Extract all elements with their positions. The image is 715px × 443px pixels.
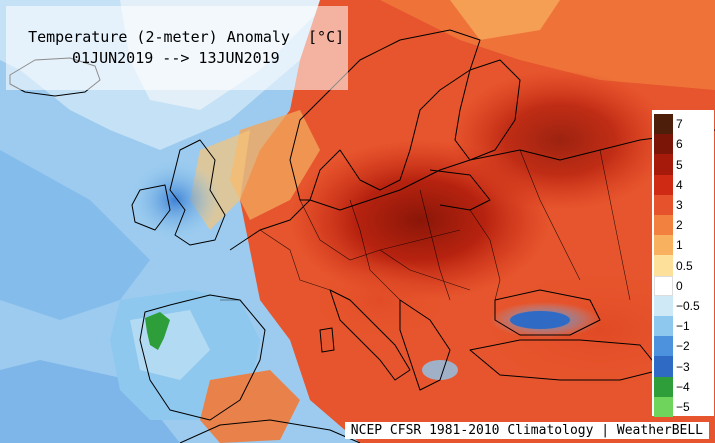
legend-swatch [654,194,673,215]
legend-swatch [654,275,673,296]
legend-swatch [654,295,673,316]
legend-tick-label: 2 [676,218,683,233]
coastlines [9,29,715,443]
legend-swatch [654,316,673,337]
legend-swatch [654,154,673,175]
legend-tick-label: 7 [676,117,683,132]
legend-tick-label: −5 [676,399,690,414]
legend-swatch [654,396,673,417]
legend-tick-label: 1 [676,238,683,253]
legend-swatch [654,134,673,155]
legend-tick-label: −3 [676,359,690,374]
legend-tick-label: 0 [676,278,683,293]
legend-tick-label: −2 [676,339,690,354]
legend-tick-label: 3 [676,197,683,212]
legend-tick-label: −1 [676,319,690,334]
legend-swatch [654,174,673,195]
data-source-credit: NCEP CFSR 1981-2010 Climatology | Weathe… [344,422,709,439]
title-line-1: Temperature (2-meter) Anomaly [°C] [28,28,345,46]
legend-swatch [654,376,673,397]
legend-swatch [654,336,673,357]
legend-swatch [654,255,673,276]
legend-tick-label: 4 [676,177,683,192]
legend-swatch [654,235,673,256]
legend-tick-label: 6 [676,137,683,152]
title-date-range: 01JUN2019 --> 13JUN2019 [72,49,280,67]
legend-tick-label: 5 [676,157,683,172]
legend-swatch [654,114,673,135]
legend-tick-label: −0.5 [676,298,700,313]
legend-swatch [654,215,673,236]
legend-tick-label: −4 [676,379,690,394]
country-borders [220,149,631,301]
map-title: Temperature (2-meter) Anomaly [°C] 01JUN2… [6,6,349,90]
color-legend: 7 6 5 4 3 2 1 0.5 0 −0.5 −1 −2 −3 −4 −5 [652,110,714,417]
legend-tick-label: 0.5 [676,258,693,273]
legend-swatch [654,356,673,377]
